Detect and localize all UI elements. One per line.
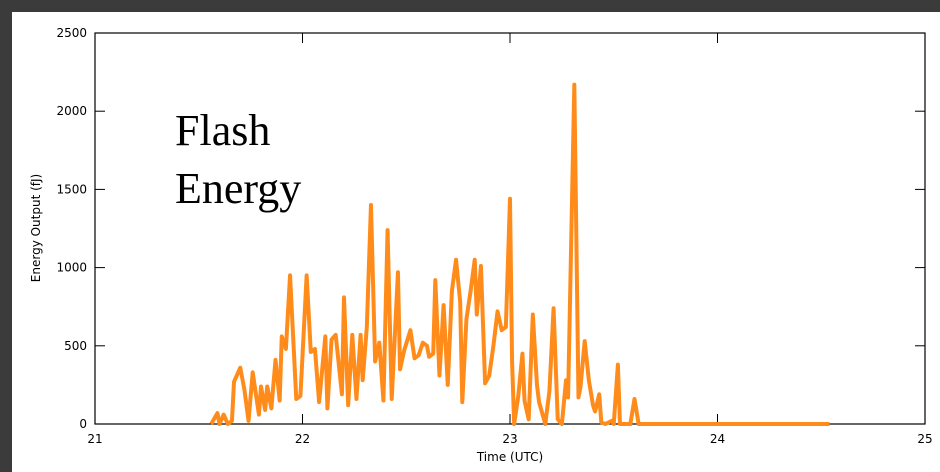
x-axis-label: Time (UTC) bbox=[476, 450, 543, 464]
x-tick-label: 21 bbox=[87, 432, 102, 446]
y-tick-label: 2000 bbox=[56, 104, 87, 118]
y-tick-label: 2500 bbox=[56, 26, 87, 40]
annotation: Flash bbox=[175, 106, 270, 155]
y-tick-label: 0 bbox=[79, 417, 87, 431]
line bbox=[209, 82, 830, 426]
plot-background bbox=[12, 12, 940, 472]
y-axis-label: Energy Output (fJ) bbox=[29, 174, 43, 282]
y-tick-label: 500 bbox=[64, 339, 87, 353]
y-tick-label: 1500 bbox=[56, 182, 87, 196]
x-tick-label: 22 bbox=[295, 432, 310, 446]
x-tick-label: 25 bbox=[917, 432, 932, 446]
x-tick-label: 24 bbox=[710, 432, 725, 446]
annotation: Energy bbox=[175, 164, 301, 213]
y-tick-label: 1000 bbox=[56, 261, 87, 275]
x-tick-label: 23 bbox=[502, 432, 517, 446]
